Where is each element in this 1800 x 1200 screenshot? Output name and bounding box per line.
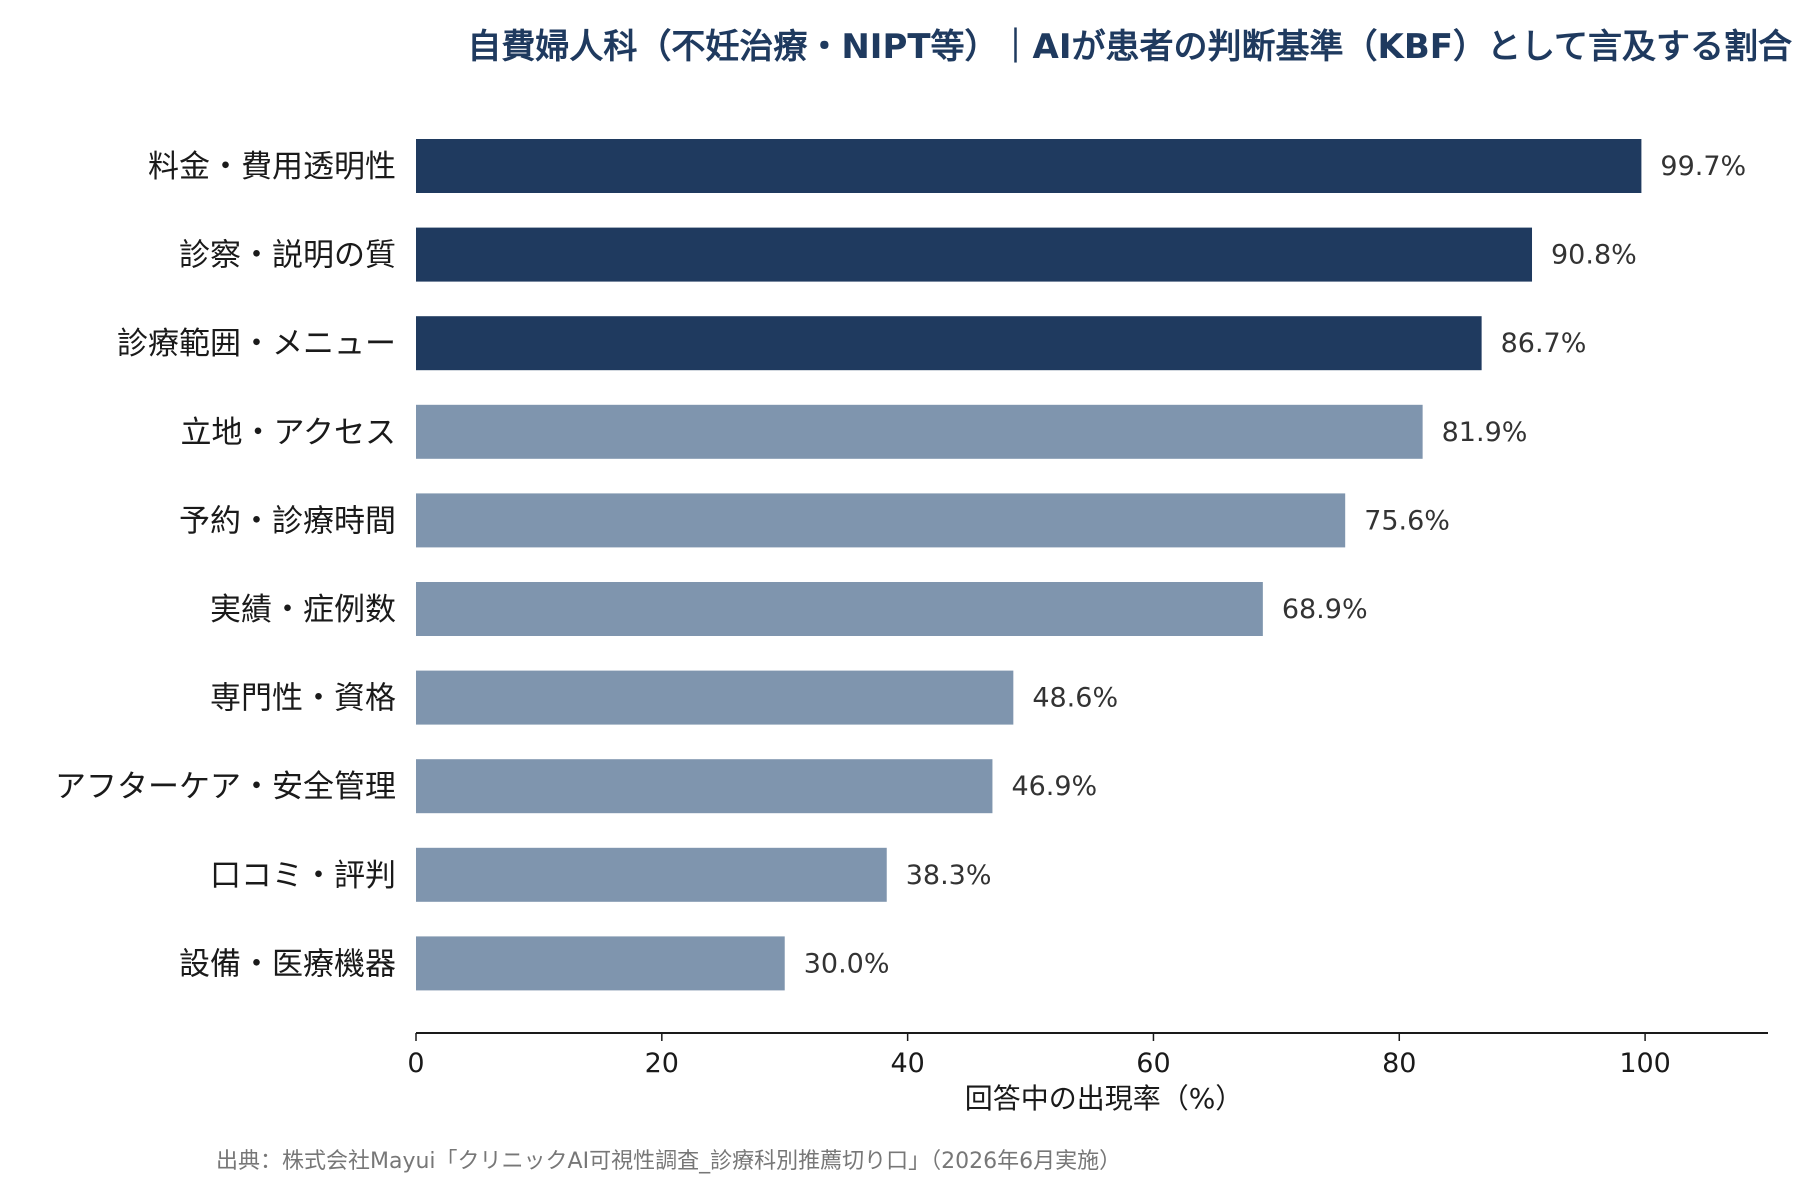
bar [416, 227, 1533, 282]
category-label: 料金・費用透明性 [148, 149, 396, 185]
bar [416, 316, 1482, 371]
category-label: 口コミ・評判 [210, 858, 396, 894]
bar [416, 670, 1014, 725]
x-axis: 0 20 40 60 80 100 [407, 1032, 1768, 1079]
x-axis-title: 回答中の出現率（%） [965, 1082, 1244, 1115]
bar [416, 493, 1346, 548]
chart-title: 自費婦人科（不妊治療・NIPT等）｜AIが患者の判断基準（KBF）として言及する… [467, 27, 1792, 67]
category-label: アフターケア・安全管理 [55, 769, 396, 805]
bar [416, 404, 1423, 459]
x-tick-label: 40 [890, 1048, 924, 1079]
value-label: 99.7% [1660, 151, 1746, 182]
category-label: 診療範囲・メニュー [117, 326, 396, 362]
bar [416, 582, 1263, 636]
category-label: 立地・アクセス [181, 415, 396, 451]
x-tick-label: 100 [1619, 1048, 1671, 1079]
source-note: 出典：株式会社Mayui「クリニックAI可視性調査_診療科別推薦切り口」（202… [216, 1149, 1121, 1174]
value-label: 46.9% [1011, 771, 1097, 802]
value-label: 86.7% [1501, 328, 1587, 359]
bar [416, 139, 1642, 193]
value-label: 81.9% [1442, 417, 1528, 448]
value-label: 48.6% [1032, 683, 1118, 714]
value-label: 38.3% [906, 860, 992, 891]
category-label: 設備・医療機器 [179, 946, 396, 982]
x-tick-label: 60 [1136, 1048, 1170, 1079]
bar [416, 847, 887, 902]
x-tick-label: 0 [407, 1048, 424, 1079]
x-tick-label: 80 [1382, 1048, 1416, 1079]
value-label: 75.6% [1364, 505, 1450, 536]
value-label: 68.9% [1282, 594, 1368, 625]
value-label: 90.8% [1551, 240, 1637, 271]
category-label: 診察・説明の質 [179, 238, 396, 274]
bar [416, 936, 785, 991]
category-label: 専門性・資格 [210, 681, 396, 717]
category-label: 予約・診療時間 [179, 503, 396, 539]
category-label: 実績・症例数 [210, 592, 396, 628]
bar [416, 759, 993, 814]
value-label: 30.0% [804, 948, 890, 979]
bars-layer: 料金・費用透明性 99.7% 診察・説明の質 90.8% 診療範囲・メニュー 86.7% 立… [55, 139, 1746, 991]
x-tick-label: 20 [645, 1048, 679, 1079]
